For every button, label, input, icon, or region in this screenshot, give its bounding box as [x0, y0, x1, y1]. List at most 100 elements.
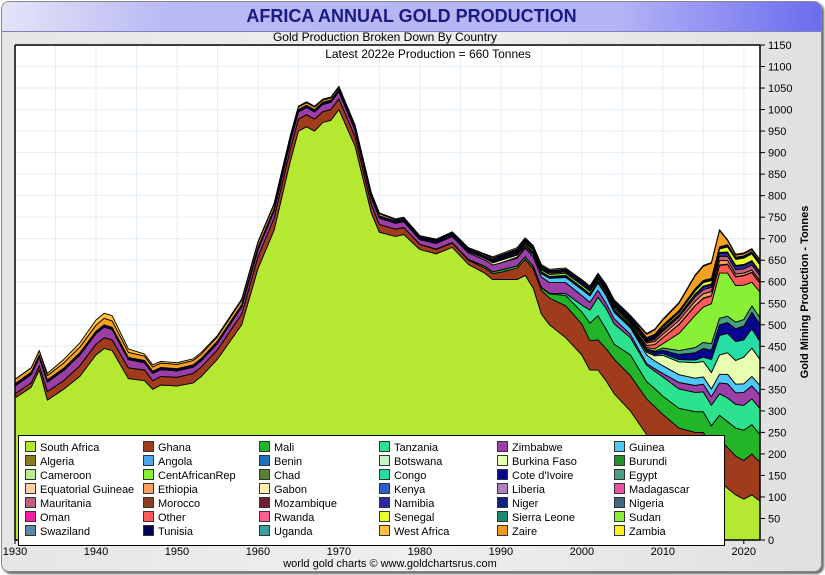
legend-label: Benin [274, 456, 303, 468]
legend-label: CentAfricanRep [158, 470, 236, 482]
legend-label: Ghana [158, 442, 192, 454]
legend-label: Angola [158, 456, 193, 468]
y-tick-label: 0 [768, 535, 774, 547]
legend-item: Zimbabwe [497, 441, 563, 454]
x-tick-label: 1940 [84, 546, 108, 558]
legend-item: Rwanda [259, 511, 314, 524]
x-tick-label: 1960 [246, 546, 270, 558]
legend-label: Morocco [158, 498, 201, 510]
legend-item: Egypt [614, 469, 657, 482]
legend-item: Cameroon [25, 469, 91, 482]
y-tick-label: 150 [768, 470, 786, 482]
legend-item: Sudan [614, 511, 661, 524]
legend-swatch [259, 469, 270, 480]
legend-label: Mauritania [40, 498, 92, 510]
legend-swatch [379, 455, 390, 466]
legend-label: Zaire [512, 526, 538, 538]
legend-swatch [497, 511, 508, 522]
legend-swatch [614, 511, 625, 522]
y-tick-label: 500 [768, 320, 786, 332]
legend-swatch [614, 483, 625, 494]
legend: South Africa Ghana Mali Tanzania Zimbabwe Gui… [18, 435, 725, 546]
legend-label: Egypt [629, 470, 658, 482]
legend-label: Cote d'Ivoire [512, 470, 574, 482]
legend-item: Sierra Leone [497, 511, 575, 524]
legend-item: Niger [497, 497, 538, 510]
legend-swatch [497, 525, 508, 536]
legend-swatch [25, 525, 36, 536]
y-tick-label: 200 [768, 449, 786, 461]
legend-label: Madagascar [629, 484, 690, 496]
legend-label: Kenya [394, 484, 426, 496]
legend-label: Uganda [274, 526, 313, 538]
y-axis-label: Gold Mining Production - Tonnes [799, 206, 811, 379]
legend-item: Nigeria [614, 497, 664, 510]
title-bar: AFRICA ANNUAL GOLD PRODUCTION [2, 2, 821, 32]
legend-label: West Africa [394, 526, 450, 538]
legend-item: Botswana [379, 455, 442, 468]
legend-swatch [259, 525, 270, 536]
legend-label: Tunisia [158, 526, 194, 538]
y-tick-label: 1000 [768, 105, 792, 117]
legend-label: Zimbabwe [512, 442, 563, 454]
y-tick-label: 900 [768, 148, 786, 160]
legend-swatch [497, 455, 508, 466]
x-tick-label: 1950 [165, 546, 189, 558]
x-tick-label: 1990 [489, 546, 513, 558]
legend-item: South Africa [25, 441, 99, 454]
legend-swatch [614, 525, 625, 536]
legend-swatch [259, 497, 270, 508]
legend-swatch [497, 469, 508, 480]
y-tick-label: 350 [768, 384, 786, 396]
legend-swatch [259, 511, 270, 522]
legend-item: Zambia [614, 525, 666, 538]
legend-item: Ghana [143, 441, 191, 454]
legend-item: West Africa [379, 525, 449, 538]
legend-item: Angola [143, 455, 192, 468]
legend-swatch [614, 469, 625, 480]
x-tick-label: 1980 [408, 546, 432, 558]
legend-swatch [259, 441, 270, 452]
chart-title: AFRICA ANNUAL GOLD PRODUCTION [246, 6, 577, 26]
legend-item: Mauritania [25, 497, 91, 510]
legend-item: Ethiopia [143, 483, 198, 496]
legend-swatch [497, 483, 508, 494]
legend-label: Rwanda [274, 512, 315, 524]
legend-label: Equatorial Guineae [40, 484, 135, 496]
legend-swatch [25, 455, 36, 466]
legend-swatch [614, 455, 625, 466]
legend-item: Uganda [259, 525, 313, 538]
legend-swatch [25, 497, 36, 508]
legend-item: Namibia [379, 497, 434, 510]
legend-item: Cote d'Ivoire [497, 469, 573, 482]
legend-label: Gabon [274, 484, 308, 496]
legend-label: Sierra Leone [512, 512, 575, 524]
legend-item: Chad [259, 469, 300, 482]
y-tick-label: 600 [768, 277, 786, 289]
legend-label: Other [158, 512, 186, 524]
y-tick-label: 250 [768, 427, 786, 439]
y-tick-label: 100 [768, 492, 786, 504]
legend-item: Gabon [259, 483, 307, 496]
legend-swatch [143, 525, 154, 536]
legend-label: Congo [394, 470, 427, 482]
legend-item: Mozambique [259, 497, 337, 510]
y-tick-label: 800 [768, 191, 786, 203]
legend-label: Sudan [629, 512, 661, 524]
y-tick-label: 1050 [768, 83, 792, 95]
x-tick-label: 2020 [732, 546, 756, 558]
legend-swatch [497, 497, 508, 508]
legend-label: Namibia [394, 498, 435, 510]
legend-swatch [143, 497, 154, 508]
legend-label: Swaziland [40, 526, 91, 538]
y-tick-label: 650 [768, 255, 786, 267]
legend-swatch [143, 455, 154, 466]
legend-swatch [614, 441, 625, 452]
legend-label: Senegal [394, 512, 435, 524]
legend-item: Burundi [614, 455, 667, 468]
legend-swatch [259, 483, 270, 494]
legend-swatch [614, 497, 625, 508]
x-tick-label: 1970 [327, 546, 351, 558]
legend-swatch [25, 483, 36, 494]
legend-swatch [25, 511, 36, 522]
